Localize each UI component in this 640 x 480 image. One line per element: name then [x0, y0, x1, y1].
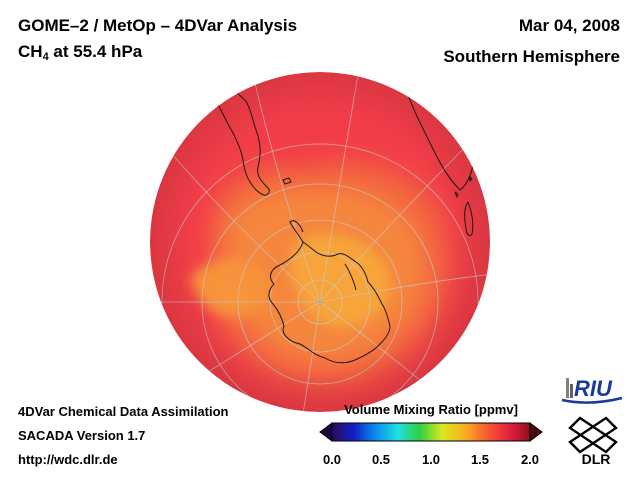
pole-marker — [316, 298, 324, 306]
riu-logo-bar — [566, 378, 569, 398]
riu-logo-text: RIU — [574, 376, 613, 401]
footer-url: http://wdc.dlr.de — [18, 452, 118, 467]
colorbar-gradient — [331, 422, 531, 442]
colorbar-low-arrow — [319, 422, 333, 442]
species-prefix: CH — [18, 42, 43, 61]
species-subscript: 4 — [42, 51, 49, 63]
species-suffix: at 55.4 hPa — [48, 42, 143, 61]
map-title: GOME–2 / MetOp – 4DVar Analysis — [18, 16, 298, 35]
species-label: CH4 at 55.4 hPa — [18, 42, 142, 63]
colorbar-tick-label: 1.5 — [470, 452, 490, 467]
colorbar-tick-label: 2.0 — [520, 452, 540, 467]
date-label: Mar 04, 2008 — [518, 16, 620, 35]
colorbar — [319, 422, 543, 442]
riu-logo: RIU — [561, 376, 623, 404]
footer-line-2: SACADA Version 1.7 — [18, 428, 146, 443]
footer-line-1: 4DVar Chemical Data Assimilation — [18, 404, 229, 419]
colorbar-tick-label: 0.5 — [371, 452, 391, 467]
colorbar-title: Volume Mixing Ratio [ppmv] — [344, 402, 518, 417]
dlr-logo-mark — [568, 416, 618, 454]
colorbar-tick-label: 0.0 — [322, 452, 342, 467]
colorbar-tick-label: 1.0 — [421, 452, 441, 467]
dlr-logo-text: DLR — [582, 451, 611, 466]
riu-logo-bar — [570, 384, 573, 398]
globe-edge-shading — [150, 72, 490, 412]
region-label: Southern Hemisphere — [443, 47, 620, 66]
globe-map — [150, 72, 490, 412]
riu-logo-swoosh — [561, 396, 623, 404]
dlr-logo: DLR — [568, 416, 618, 466]
colorbar-high-arrow — [529, 422, 543, 442]
dlr-logo-mark — [568, 416, 618, 454]
